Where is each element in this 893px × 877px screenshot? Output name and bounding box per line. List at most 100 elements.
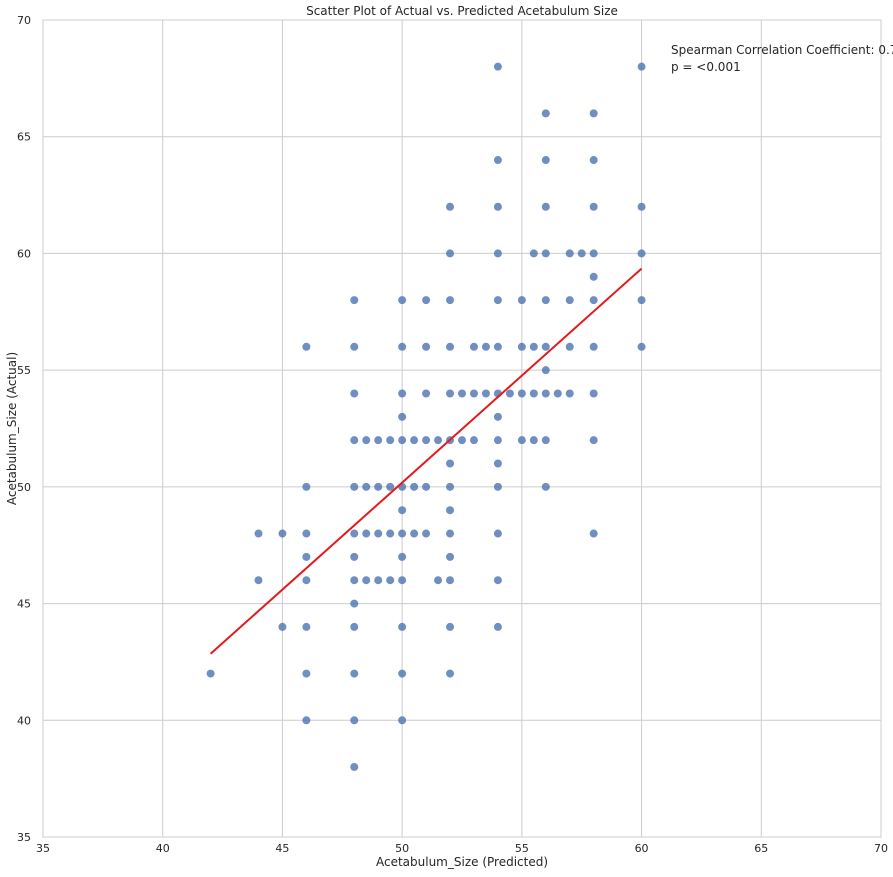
data-point — [398, 412, 407, 421]
data-point — [362, 482, 371, 491]
data-point — [446, 552, 455, 561]
data-point — [446, 482, 455, 491]
data-point — [422, 296, 431, 305]
data-point — [541, 296, 550, 305]
data-point — [446, 202, 455, 211]
data-point — [493, 459, 502, 468]
data-point — [541, 482, 550, 491]
data-point — [302, 576, 311, 585]
data-point — [374, 576, 383, 585]
data-point — [493, 156, 502, 165]
data-point — [302, 529, 311, 538]
data-point — [446, 506, 455, 515]
data-point — [529, 249, 538, 258]
data-point — [517, 296, 526, 305]
y-tick-label-70: 70 — [17, 14, 31, 27]
data-point — [589, 436, 598, 445]
data-point — [350, 342, 359, 351]
data-point — [446, 529, 455, 538]
data-point — [446, 576, 455, 585]
data-point — [254, 529, 263, 538]
data-point — [469, 389, 478, 398]
data-point — [410, 482, 419, 491]
data-point — [565, 296, 574, 305]
data-point — [493, 482, 502, 491]
data-point — [637, 249, 646, 258]
data-point — [493, 342, 502, 351]
data-point — [386, 436, 395, 445]
data-point — [422, 529, 431, 538]
data-point — [541, 366, 550, 375]
data-point — [589, 296, 598, 305]
data-point — [254, 576, 263, 585]
data-point — [350, 622, 359, 631]
data-point — [302, 622, 311, 631]
data-point — [637, 296, 646, 305]
chart-title: Scatter Plot of Actual vs. Predicted Ace… — [306, 4, 618, 18]
data-point — [422, 342, 431, 351]
data-point — [398, 389, 407, 398]
tick-labels: 35 40 45 50 55 60 65 70 35 40 45 50 55 60 65 70 — [17, 14, 888, 855]
p-value-annotation: p = <0.001 — [671, 60, 741, 74]
data-point — [565, 389, 574, 398]
data-point — [446, 249, 455, 258]
data-point — [481, 342, 490, 351]
data-point — [589, 109, 598, 118]
data-point — [278, 622, 287, 631]
data-point — [517, 436, 526, 445]
data-point — [398, 552, 407, 561]
data-point — [481, 389, 490, 398]
data-point — [350, 296, 359, 305]
data-point — [422, 389, 431, 398]
data-point — [541, 342, 550, 351]
data-point — [458, 436, 466, 445]
data-point — [374, 482, 383, 491]
data-point — [589, 529, 598, 538]
data-point — [446, 459, 455, 468]
data-point — [374, 529, 383, 538]
data-point — [350, 669, 359, 678]
data-point — [446, 342, 455, 351]
x-tick-label-40: 40 — [156, 842, 170, 855]
data-point — [637, 202, 646, 211]
data-point — [493, 249, 502, 258]
x-axis-title: Acetabulum_Size (Predicted) — [376, 855, 548, 869]
data-point — [469, 436, 478, 445]
data-point — [386, 482, 395, 491]
data-point — [589, 272, 598, 281]
data-point — [386, 576, 395, 585]
data-point — [541, 249, 550, 258]
y-axis-title: Acetabulum_Size (Actual) — [5, 352, 19, 505]
data-point — [398, 529, 407, 538]
data-point — [637, 342, 646, 351]
data-points — [206, 62, 646, 771]
data-point — [565, 342, 574, 351]
data-point — [350, 389, 359, 398]
data-point — [350, 552, 359, 561]
data-point — [434, 576, 443, 585]
data-point — [386, 529, 395, 538]
data-point — [422, 482, 431, 491]
data-point — [350, 599, 359, 608]
data-point — [493, 202, 502, 211]
data-point — [350, 716, 359, 725]
y-tick-label-60: 60 — [17, 247, 31, 260]
data-point — [529, 436, 538, 445]
data-point — [458, 389, 466, 398]
data-point — [398, 622, 407, 631]
data-point — [302, 342, 311, 351]
data-point — [434, 436, 443, 445]
data-point — [493, 296, 502, 305]
data-point — [553, 389, 562, 398]
data-point — [398, 506, 407, 515]
data-point — [302, 482, 311, 491]
data-point — [493, 436, 502, 445]
data-point — [493, 62, 502, 71]
grid — [42, 19, 882, 838]
data-point — [278, 529, 287, 538]
data-point — [493, 576, 502, 585]
data-point — [398, 669, 407, 678]
data-point — [350, 436, 359, 445]
x-tick-label-50: 50 — [395, 842, 409, 855]
